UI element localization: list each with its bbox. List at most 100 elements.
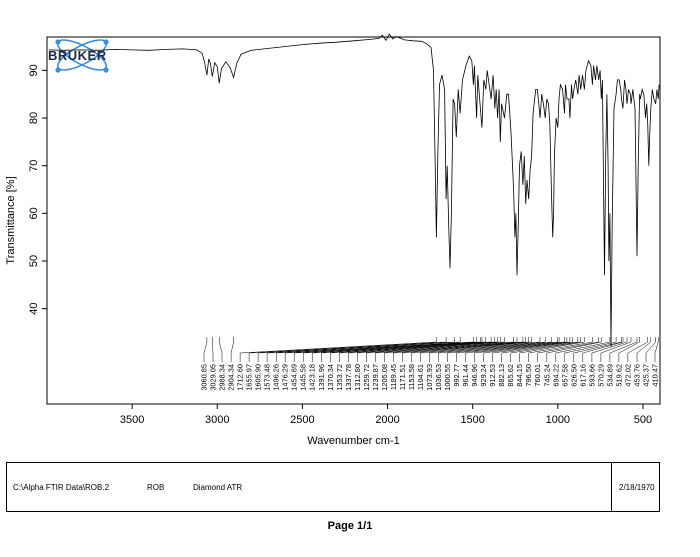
peak-label: 1655.97 — [245, 364, 254, 391]
peak-leader — [483, 337, 571, 362]
x-tick-label: 3000 — [205, 414, 229, 426]
peak-label: 593.66 — [587, 364, 596, 387]
peak-leader — [366, 337, 514, 362]
x-tick-label: 1000 — [546, 414, 570, 426]
y-tick-label: 70 — [28, 160, 40, 172]
peak-leader — [609, 337, 638, 362]
peak-leader — [582, 337, 624, 362]
peak-annotations: 3060.85 3029.05 2988.34 2904.34 1712.60 1655.… — [200, 337, 660, 391]
peak-leader — [230, 337, 234, 362]
y-axis-label: Transmittance [%] — [5, 176, 17, 264]
y-tick-label: 90 — [28, 64, 40, 76]
peak-leader — [311, 337, 487, 362]
peak-label: 1239.87 — [371, 364, 380, 391]
y-tick-label: 80 — [28, 112, 40, 124]
peak-label: 425.37 — [642, 364, 651, 387]
peak-leader — [411, 337, 532, 362]
peak-label: 1423.18 — [308, 364, 317, 391]
peak-label: 3029.05 — [209, 364, 218, 391]
peak-label: 1353.72 — [335, 364, 344, 391]
peak-leader — [330, 337, 496, 362]
peak-leader — [600, 337, 632, 362]
measurement-method: Diamond ATR — [193, 483, 243, 492]
bruker-logo: BRUKER — [48, 39, 109, 73]
peak-label: 961.44 — [461, 364, 470, 387]
peak-leader — [375, 337, 518, 362]
x-axis-label: Wavenumber cm-1 — [307, 435, 400, 447]
peak-leader — [591, 337, 628, 362]
peak-leader — [402, 337, 529, 362]
bruker-logo-text: BRUKER — [48, 48, 107, 63]
footer-divider — [611, 463, 612, 511]
peak-leader — [203, 337, 208, 362]
peak-label: 1171.51 — [398, 364, 407, 390]
peak-label: 1312.80 — [353, 364, 362, 391]
peak-leader — [528, 337, 593, 362]
peak-leader — [384, 337, 524, 362]
peak-label: 1259.72 — [362, 364, 371, 391]
peak-leader — [465, 337, 565, 362]
logo-dot — [55, 39, 61, 45]
peak-label: 534.89 — [605, 364, 614, 387]
peak-leader — [618, 337, 640, 362]
peak-label: 992.77 — [452, 364, 461, 387]
logo-dot — [55, 67, 61, 73]
x-tick-label: 2000 — [375, 414, 399, 426]
peak-label: 1153.58 — [407, 364, 416, 390]
peak-label: 1712.60 — [236, 364, 245, 391]
peak-leader — [212, 337, 214, 362]
spectrum-chart: BRUKER 40 50 60 70 80 90 3500 3000 2500 2000 1500… — [5, 33, 661, 447]
peak-label: 694.22 — [551, 364, 560, 387]
peak-label: 2904.34 — [227, 364, 236, 391]
peak-label: 2988.34 — [218, 364, 227, 391]
peak-leader — [564, 337, 617, 362]
peak-label: 882.13 — [497, 364, 506, 387]
peak-leader — [456, 337, 560, 362]
peak-label: 1605.90 — [254, 364, 263, 391]
peak-label: 1573.48 — [263, 364, 272, 391]
peak-leader — [636, 337, 652, 362]
x-tick-label: 3500 — [120, 414, 144, 426]
peak-leader — [321, 337, 492, 362]
peak-label: 1104.61 — [416, 364, 425, 390]
peak-leader — [339, 337, 498, 362]
peak-leader — [420, 337, 541, 362]
peak-leader — [275, 337, 474, 362]
file-path: C:\Alpha FTIR Data\ROB.2 — [13, 483, 110, 492]
peak-label: 946.96 — [470, 364, 479, 387]
y-tick-label: 50 — [28, 255, 40, 267]
x-tick-label: 500 — [634, 414, 652, 426]
peak-leader — [501, 337, 579, 362]
peak-label: 929.24 — [479, 364, 488, 387]
peak-label: 626.50 — [569, 364, 578, 387]
peak-label: 1476.29 — [281, 364, 290, 391]
peak-label: 1205.08 — [380, 364, 389, 391]
peak-label: 472.02 — [623, 364, 632, 387]
peak-label: 865.62 — [506, 364, 515, 387]
peak-label: 1073.93 — [425, 364, 434, 391]
peak-label: 1370.34 — [326, 364, 335, 391]
page-number: Page 1/1 — [327, 520, 373, 532]
peak-leader — [266, 337, 461, 362]
peak-label: 3060.85 — [200, 364, 209, 391]
peak-label: 657.58 — [560, 364, 569, 387]
peak-leader — [284, 337, 477, 362]
peak-label: 1454.69 — [290, 364, 299, 391]
peak-leader — [302, 337, 483, 362]
peak-label: 1036.53 — [434, 364, 443, 391]
peak-label: 519.62 — [614, 364, 623, 387]
peak-label: 1000.55 — [443, 364, 452, 391]
x-tick-label: 2500 — [290, 414, 314, 426]
peak-leader — [645, 337, 656, 362]
peak-leader — [393, 337, 526, 362]
peak-leader — [492, 337, 573, 362]
peak-label: 796.50 — [524, 364, 533, 387]
spectrum-line — [48, 33, 660, 347]
peak-leader — [357, 337, 505, 362]
peak-leader — [447, 337, 558, 362]
peak-leader — [573, 337, 622, 362]
peak-label: 844.15 — [515, 364, 524, 387]
peak-leader — [654, 337, 659, 362]
peak-leader — [555, 337, 611, 362]
peak-label: 1337.78 — [344, 364, 353, 391]
